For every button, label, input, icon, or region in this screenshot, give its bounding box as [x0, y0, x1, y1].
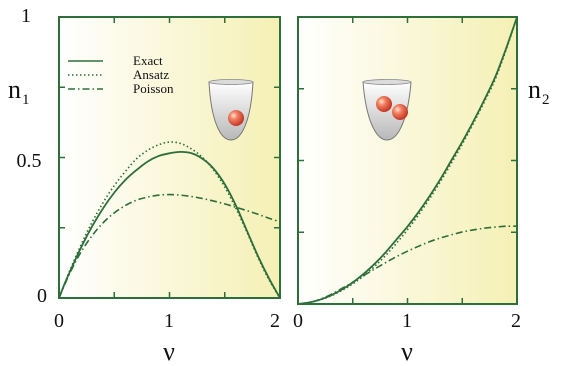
y-axis-title-subscript: 1 — [22, 92, 30, 108]
y-axis-title-subscript: 2 — [542, 92, 550, 108]
series-line-poisson — [58, 193, 281, 299]
inset-trap-one-particle — [208, 79, 254, 141]
y-axis-title-right: n 2 — [528, 75, 550, 108]
x-tick-label-0: 0 — [293, 310, 303, 332]
plot-background — [59, 17, 280, 298]
series-line-exact — [297, 16, 518, 305]
y-tick-label-1: 1 — [21, 5, 31, 27]
x-tick-label-2: 2 — [511, 310, 521, 332]
plot-background — [298, 17, 517, 304]
y-axis-title-text: n — [528, 75, 541, 104]
legend-label-poisson: Poisson — [133, 81, 174, 96]
series-line-exact — [58, 150, 281, 299]
plot-frame — [297, 16, 518, 305]
trap-rim — [362, 79, 412, 85]
particle-icon — [392, 104, 408, 120]
trap-rim — [208, 79, 254, 85]
y-tick-label-0.5: 0.5 — [17, 150, 42, 172]
y-axis-title-left: n 1 — [8, 75, 30, 108]
plot-frame — [58, 16, 281, 299]
legend: Exact Ansatz Poisson — [68, 53, 174, 96]
x-tick-label-1: 1 — [164, 310, 174, 332]
y-axis-title-text: n — [8, 75, 21, 104]
x-tick-label-0: 0 — [54, 310, 64, 332]
particle-icon — [228, 110, 244, 126]
x-axis-title-right: ν — [401, 337, 413, 366]
x-tick-label-2: 2 — [270, 310, 280, 332]
series-line-ansatz — [58, 141, 281, 299]
legend-label-ansatz: Ansatz — [133, 67, 169, 82]
series-line-ansatz — [297, 16, 518, 305]
panel-left: Exact Ansatz Poisson — [58, 16, 281, 299]
panel-right — [297, 16, 518, 305]
particle-icon — [376, 96, 392, 112]
inset-trap-two-particles — [362, 79, 412, 141]
y-tick-label-0: 0 — [37, 285, 47, 307]
legend-label-exact: Exact — [133, 53, 163, 68]
series-line-poisson — [297, 225, 518, 305]
trap-icon — [208, 81, 254, 141]
x-tick-label-1: 1 — [402, 310, 412, 332]
x-axis-title-left: ν — [163, 337, 175, 366]
